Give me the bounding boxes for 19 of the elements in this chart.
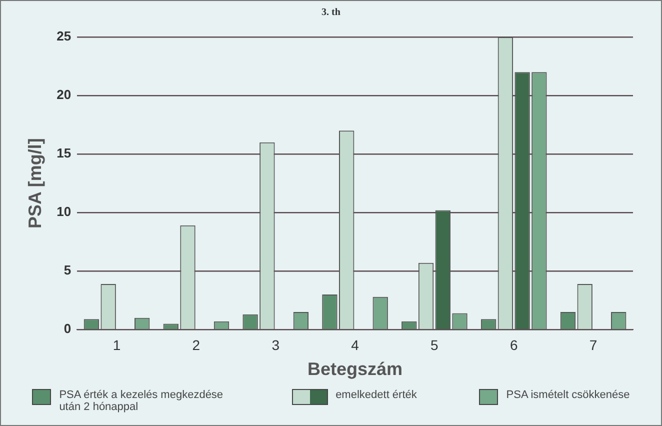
x-axis-title: Betegszám xyxy=(308,359,403,380)
y-tick-label: 10 xyxy=(56,204,72,220)
y-tick-label: 25 xyxy=(56,28,72,44)
x-tick-label: 7 xyxy=(589,336,598,353)
y-tick-label: 5 xyxy=(64,262,72,278)
y-tick-label: 0 xyxy=(64,321,72,336)
y-tick-label: 15 xyxy=(56,146,72,161)
x-tick-label: 4 xyxy=(351,336,360,353)
y-axis-title: PSA [mg/l] xyxy=(24,138,45,228)
x-tick-label: 5 xyxy=(430,336,439,353)
legend-label: PSA érték a kezelés megkezdése után 2 hónappal xyxy=(59,389,224,413)
legend-label: PSA ismételt csökkenése xyxy=(506,389,630,401)
y-tick-label: 20 xyxy=(56,87,72,102)
x-tick-label: 1 xyxy=(112,336,121,353)
x-tick-label: 3 xyxy=(272,336,280,353)
x-tick-label: 6 xyxy=(510,336,518,353)
chart-title: 3. th xyxy=(320,7,342,18)
legend-label: emelkedett érték xyxy=(336,389,417,401)
x-tick-label: 2 xyxy=(192,336,200,353)
